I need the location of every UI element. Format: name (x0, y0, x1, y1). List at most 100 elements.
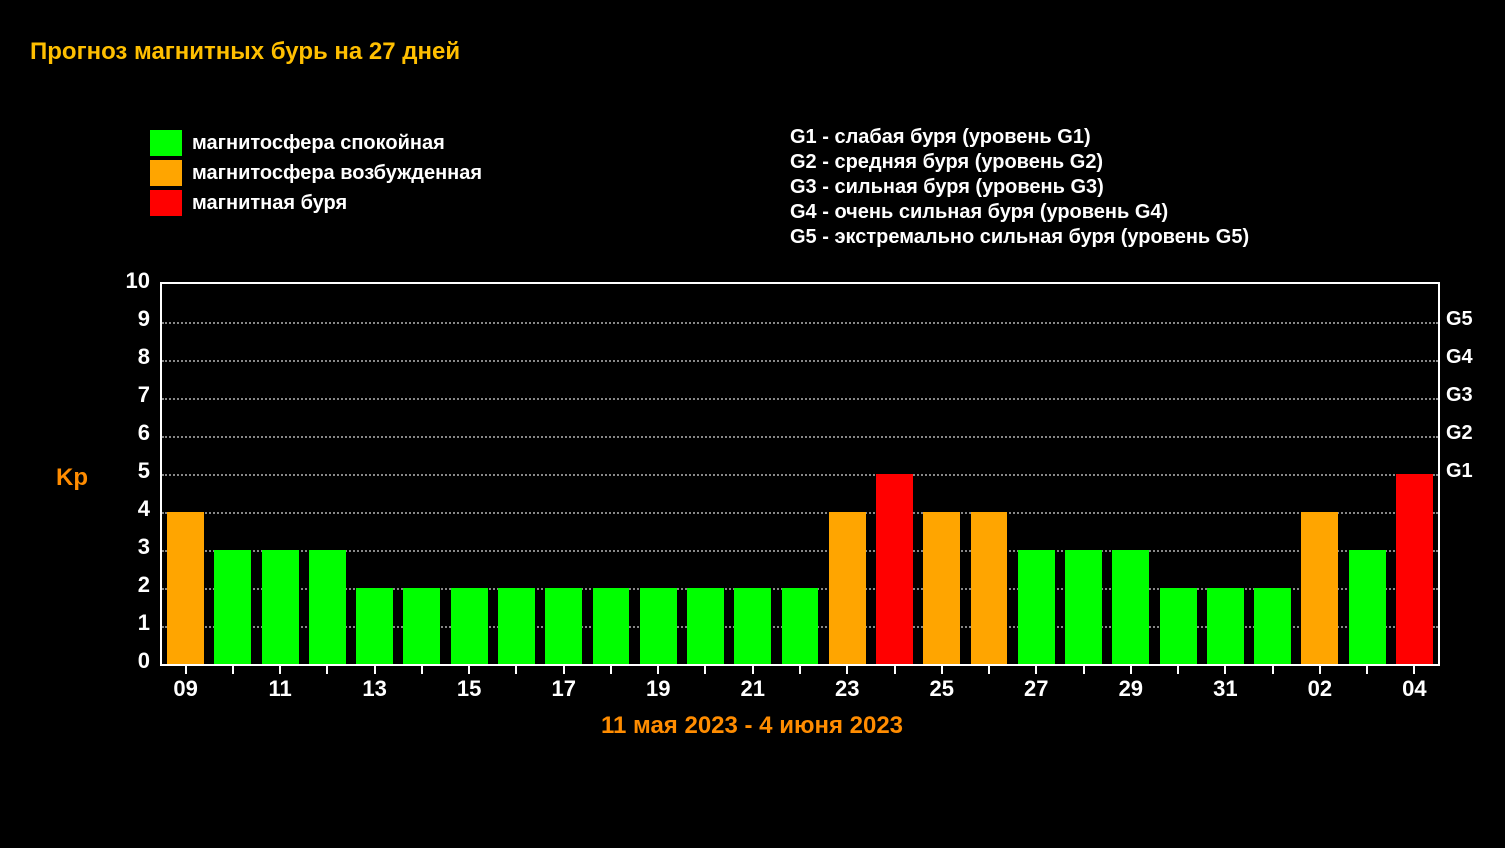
xtick-mark (1319, 666, 1321, 674)
xtick-mark (752, 666, 754, 674)
xtick-mark (941, 666, 943, 674)
ytick-label: 5 (110, 458, 150, 484)
xtick-mark (1035, 666, 1037, 674)
ytick-label: 1 (110, 610, 150, 636)
bar (1349, 550, 1386, 664)
bar (734, 588, 771, 664)
gridline (162, 550, 1438, 552)
bar (545, 588, 582, 664)
xtick-label: 17 (551, 676, 575, 702)
yaxis-label: Kp (56, 464, 88, 492)
bar (498, 588, 535, 664)
legend-item: магнитосфера спокойная (150, 130, 482, 156)
xtick-label: 04 (1402, 676, 1426, 702)
ytick-label: 6 (110, 420, 150, 446)
ytick-label: 4 (110, 496, 150, 522)
xtick-mark (799, 666, 801, 674)
kp-chart: Kp 11 мая 2023 - 4 июня 2023 01234567891… (52, 270, 1452, 770)
xtick-mark (894, 666, 896, 674)
bar (1160, 588, 1197, 664)
legend-label: магнитная буря (192, 192, 347, 215)
xtick-label: 02 (1308, 676, 1332, 702)
bar (829, 512, 866, 664)
xtick-mark (610, 666, 612, 674)
legend-label: магнитосфера спокойная (192, 132, 445, 155)
xtick-label: 15 (457, 676, 481, 702)
gridline (162, 360, 1438, 362)
bar (1112, 550, 1149, 664)
ytick-label: 0 (110, 648, 150, 674)
bar (1018, 550, 1055, 664)
g-level-label: G4 - очень сильная буря (уровень G4) (790, 200, 1249, 225)
bar (593, 588, 630, 664)
xtick-mark (657, 666, 659, 674)
right-tick-label: G1 (1446, 460, 1473, 483)
xtick-mark (421, 666, 423, 674)
xtick-mark (185, 666, 187, 674)
bar (876, 474, 913, 664)
bar (1254, 588, 1291, 664)
ytick-label: 9 (110, 306, 150, 332)
xtick-mark (374, 666, 376, 674)
xtick-mark (1366, 666, 1368, 674)
bar (640, 588, 677, 664)
xtick-label: 31 (1213, 676, 1237, 702)
bar (923, 512, 960, 664)
right-tick-label: G3 (1446, 384, 1473, 407)
bar (309, 550, 346, 664)
plot-area (160, 282, 1440, 666)
legend-label: магнитосфера возбужденная (192, 162, 482, 185)
ytick-label: 7 (110, 382, 150, 408)
bar (262, 550, 299, 664)
right-tick-label: G2 (1446, 422, 1473, 445)
ytick-label: 10 (110, 268, 150, 294)
xtick-mark (1177, 666, 1179, 674)
xaxis-title: 11 мая 2023 - 4 июня 2023 (52, 712, 1452, 740)
xtick-label: 11 (269, 676, 292, 702)
xtick-mark (704, 666, 706, 674)
gridline (162, 512, 1438, 514)
legend-item: магнитосфера возбужденная (150, 160, 482, 186)
bar (451, 588, 488, 664)
xtick-label: 23 (835, 676, 859, 702)
bar (214, 550, 251, 664)
bar (971, 512, 1008, 664)
xtick-label: 25 (930, 676, 954, 702)
ytick-label: 3 (110, 534, 150, 560)
xtick-mark (1083, 666, 1085, 674)
xtick-mark (326, 666, 328, 674)
xtick-label: 27 (1024, 676, 1048, 702)
legend-g-levels: G1 - слабая буря (уровень G1)G2 - средня… (790, 125, 1249, 250)
xtick-label: 09 (173, 676, 197, 702)
bar (1301, 512, 1338, 664)
xtick-mark (1272, 666, 1274, 674)
xtick-label: 13 (362, 676, 386, 702)
bar (167, 512, 204, 664)
g-level-label: G3 - сильная буря (уровень G3) (790, 175, 1249, 200)
bar (1396, 474, 1433, 664)
page-title: Прогноз магнитных бурь на 27 дней (30, 38, 460, 66)
xtick-mark (468, 666, 470, 674)
xtick-mark (846, 666, 848, 674)
xtick-mark (1413, 666, 1415, 674)
xtick-label: 19 (646, 676, 670, 702)
right-tick-label: G5 (1446, 308, 1473, 331)
bar (356, 588, 393, 664)
legend-item: магнитная буря (150, 190, 482, 216)
xtick-label: 29 (1119, 676, 1143, 702)
g-level-label: G1 - слабая буря (уровень G1) (790, 125, 1249, 150)
xtick-mark (563, 666, 565, 674)
right-tick-label: G4 (1446, 346, 1473, 369)
bar (403, 588, 440, 664)
ytick-label: 2 (110, 572, 150, 598)
legend-swatch (150, 160, 182, 186)
xtick-mark (988, 666, 990, 674)
xtick-mark (1130, 666, 1132, 674)
legend-swatch (150, 130, 182, 156)
gridline (162, 474, 1438, 476)
bar (687, 588, 724, 664)
xtick-mark (279, 666, 281, 674)
xtick-label: 21 (740, 676, 764, 702)
legend-swatch (150, 190, 182, 216)
xtick-mark (515, 666, 517, 674)
